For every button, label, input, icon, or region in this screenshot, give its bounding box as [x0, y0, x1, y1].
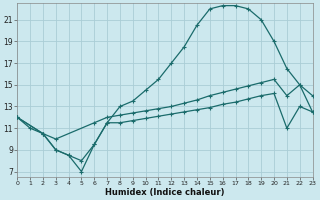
X-axis label: Humidex (Indice chaleur): Humidex (Indice chaleur) — [105, 188, 225, 197]
